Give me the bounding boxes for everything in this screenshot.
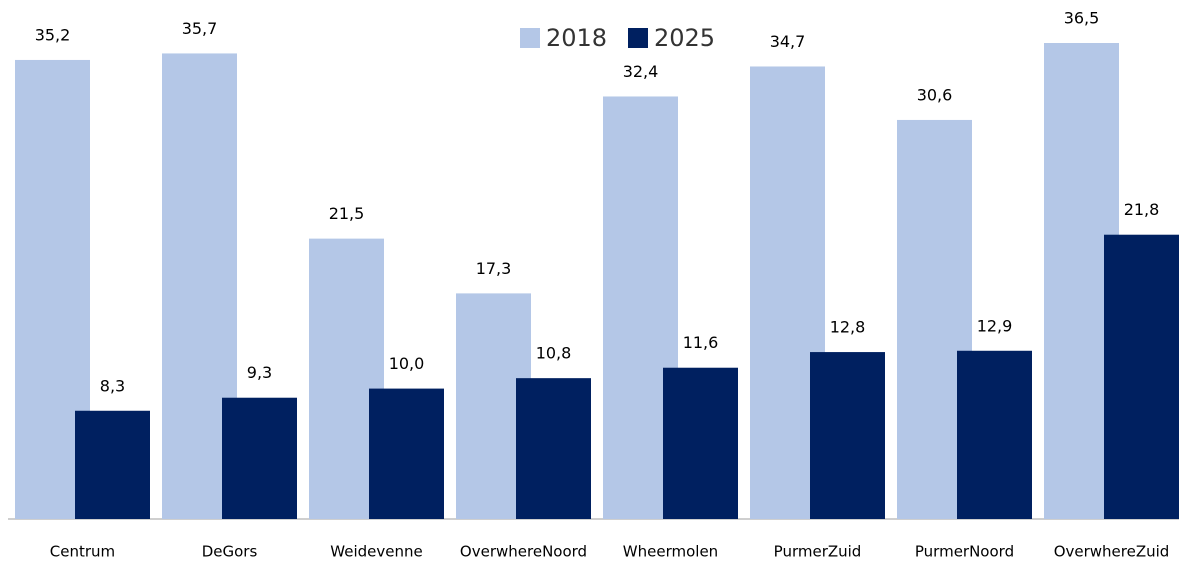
- x-tick-label: PurmerNoord: [915, 543, 1014, 561]
- bar: [222, 397, 297, 519]
- data-label: 12,9: [977, 316, 1013, 335]
- data-label: 11,6: [683, 333, 719, 352]
- bar: [369, 388, 444, 519]
- x-tick-label: Centrum: [50, 543, 115, 561]
- x-tick-label: OverwhereZuid: [1054, 543, 1170, 561]
- legend-swatch: [520, 28, 540, 48]
- data-label: 12,8: [830, 318, 866, 337]
- data-label: 21,8: [1124, 200, 1160, 219]
- x-tick-label: OverwhereNoord: [460, 543, 587, 561]
- bar: [516, 378, 591, 519]
- data-label: 10,0: [389, 354, 425, 373]
- data-label: 9,3: [247, 363, 272, 382]
- bar: [957, 350, 1032, 519]
- legend-label: 2025: [654, 24, 715, 52]
- data-label: 17,3: [476, 259, 512, 278]
- bar: [75, 410, 150, 519]
- data-label: 8,3: [100, 376, 125, 395]
- data-label: 35,7: [182, 19, 218, 38]
- data-label: 34,7: [770, 32, 806, 51]
- bar: [810, 352, 885, 519]
- x-tick-label: Wheermolen: [623, 543, 718, 561]
- data-label: 10,8: [536, 344, 572, 363]
- x-tick-label: Weidevenne: [330, 543, 422, 561]
- data-label: 32,4: [623, 62, 659, 81]
- x-tick-label: PurmerZuid: [774, 543, 862, 561]
- legend-swatch: [628, 28, 648, 48]
- x-tick-label: DeGors: [202, 543, 258, 561]
- bar: [1104, 234, 1179, 520]
- data-label: 36,5: [1064, 9, 1100, 28]
- data-label: 35,2: [35, 25, 71, 44]
- data-label: 30,6: [917, 85, 953, 104]
- legend-label: 2018: [546, 24, 607, 52]
- bar: [663, 367, 738, 519]
- data-label: 21,5: [329, 204, 365, 223]
